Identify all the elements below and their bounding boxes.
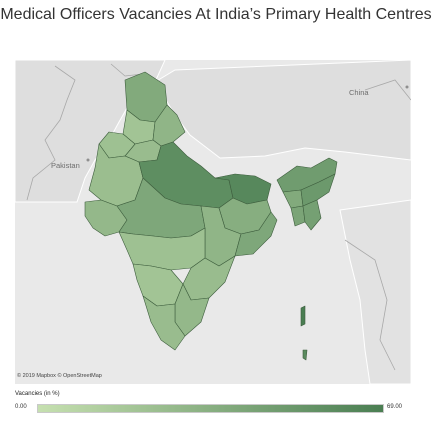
land-east: [339, 199, 411, 384]
legend-min-label: 0.00: [15, 404, 27, 410]
map-svg: China Pakistan: [15, 60, 411, 384]
map-canvas[interactable]: China Pakistan: [15, 60, 411, 384]
region-northeast-state-e[interactable]: [302, 199, 322, 231]
region-south-state-e[interactable]: [142, 295, 186, 351]
legend-color-ramp: [37, 404, 384, 413]
region-east-state-d[interactable]: [234, 211, 278, 257]
legend-title: Vacancies (in %): [15, 391, 60, 397]
city-dot-icon: [405, 85, 409, 89]
country-label-east: China: [349, 88, 369, 97]
map-attribution: © 2019 Mapbox © OpenStreetMap: [17, 373, 102, 379]
land-northeast: [154, 60, 411, 161]
city-dot-icon: [86, 158, 90, 162]
region-layer: [84, 71, 338, 361]
map-title: Medical Officers Vacancies At India’s Pr…: [0, 6, 432, 23]
country-label-west: Pakistan: [51, 161, 80, 170]
region-island-territory-b[interactable]: [302, 349, 308, 361]
region-northeast-state-d[interactable]: [290, 205, 306, 227]
region-south-state-c[interactable]: [132, 263, 184, 307]
region-island-territory-a[interactable]: [300, 305, 306, 327]
region-northeast-state-b[interactable]: [282, 189, 304, 209]
legend-max-label: 69.00: [387, 404, 403, 410]
country-border: [26, 63, 411, 371]
